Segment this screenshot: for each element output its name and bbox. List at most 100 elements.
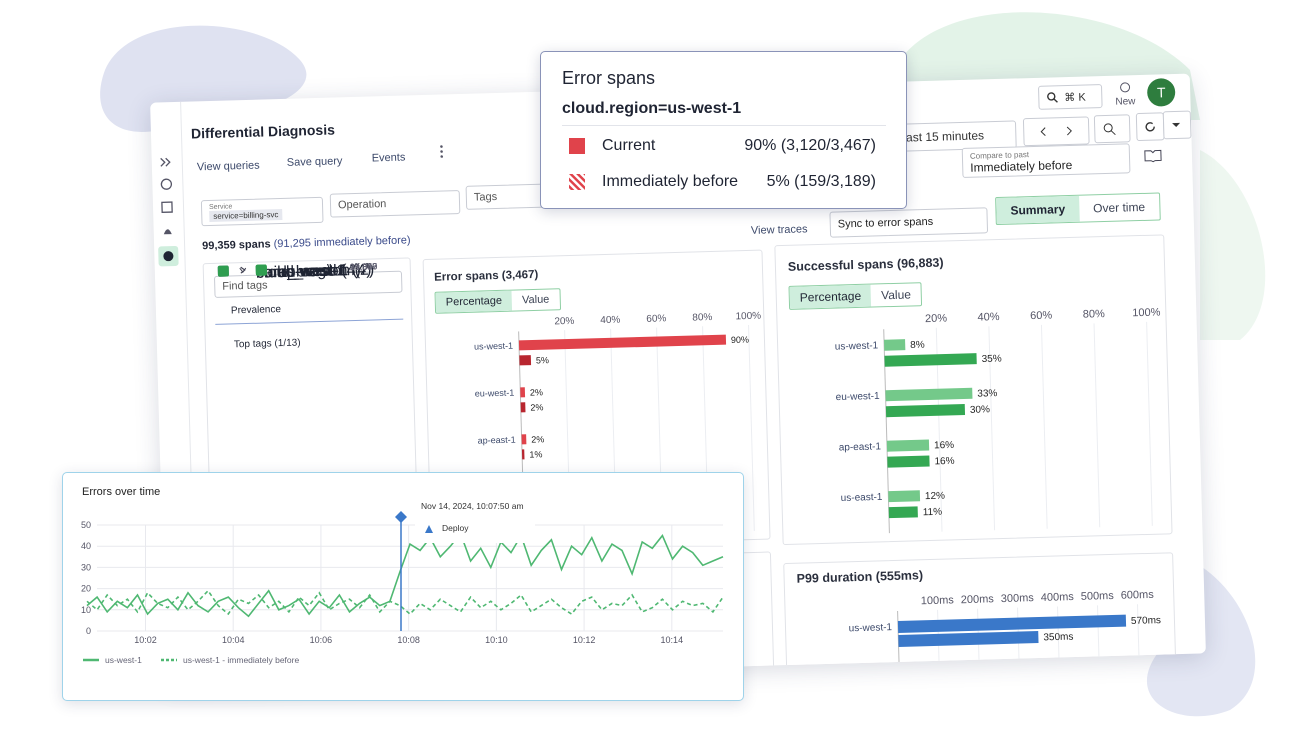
y-tick-label: 50 [81,520,91,530]
bar [897,614,1127,633]
search-button[interactable]: ⌘ K [1037,84,1103,110]
before-swatch [569,174,585,190]
value-label: 11% [923,507,943,519]
x-tick-label: 100% [1132,307,1161,320]
view-queries-label: View queries [196,159,260,174]
compare-select[interactable]: Compare to past Immediately before [961,143,1131,178]
dashboard-icon[interactable] [161,201,173,214]
tooltip-divider [562,125,886,126]
annotation-box [415,499,535,543]
expand-icon[interactable] [160,157,171,167]
bar [884,353,977,367]
operation-filter[interactable]: Operation [329,190,461,218]
x-tick-label: 20% [554,316,574,328]
line-chart: Errors over time 0 10 20 30 40 50 10:02 10:04 10… [81,486,724,665]
new-button[interactable]: New [1110,81,1141,108]
service-filter[interactable]: Service service=billing-svc [200,196,324,227]
category-label: us-east-1 [841,492,883,504]
annotation-label: Deploy [442,523,469,533]
value-label: 33% [977,388,997,400]
series-line [86,589,724,616]
x-tick-label: 40% [977,311,1000,324]
bar [888,490,921,503]
bar [520,402,526,413]
alerts-icon[interactable] [163,229,172,235]
value-label: 8% [910,340,925,351]
deploy-icon [425,525,433,533]
tag-row[interactable]: ap-east-1 21,840 [204,258,410,281]
bar [521,449,525,460]
chart-title: Errors over time [82,486,160,498]
row-name: Immediately before [602,173,739,190]
grid-line [1040,324,1048,529]
compare-value: Immediately before [970,157,1073,175]
value-label: 30% [970,404,990,416]
view-traces[interactable]: View traces [750,223,808,237]
x-tick-label: 10:02 [134,635,157,645]
search-shortcut: ⌘ K [1064,91,1086,104]
save-query-label: Save query [286,155,343,169]
current-swatch [569,138,585,154]
x-tick-label: 300ms [1001,592,1035,605]
y-tick-label: 0 [86,626,91,636]
legend-label: us-west-1 [105,655,142,665]
page-title: Differential Diagnosis [190,121,336,142]
tag-group[interactable]: Top tags (1/13) [233,337,301,351]
view-tabs: Summary Over time [995,192,1161,226]
more-menu[interactable] [439,144,444,163]
x-tick-label: 80% [1083,308,1106,321]
p99-card: P99 duration (555ms) 100ms 200ms 300ms 400m… [783,552,1177,683]
tag-count: 21,840 [349,261,378,273]
search-icon [1047,92,1058,103]
tooltip-title: Error spans [562,68,656,88]
x-tick-label: 10:14 [661,635,684,645]
sort-label: Prevalence [230,304,282,317]
sort-select[interactable]: Prevalence [214,300,404,325]
docs-icon[interactable] [1144,148,1162,163]
save-query[interactable]: Save query [287,155,343,169]
value-label: 35% [981,353,1001,365]
bar-chart: 20% 40% 60% 80% 100% us-west-1 8% 35% eu-west-1 3… [835,307,1161,534]
successful-spans-card: Successful spans (96,883) Percentage Val… [774,234,1173,546]
x-tick-label: 500ms [1081,590,1115,603]
value-label: 16% [934,456,954,468]
tag-row[interactable]: cloud_region (4) 99,359 [204,258,410,282]
bar [898,631,1039,647]
checkbox[interactable] [217,265,229,277]
category-label: us-west-1 [835,340,879,352]
deploy-marker [395,511,407,523]
events[interactable]: Events [372,152,406,165]
refresh-menu[interactable] [1162,110,1192,140]
zoom-button[interactable] [1093,114,1131,144]
value-label: 12% [925,491,945,503]
value-label: 350ms [1043,632,1073,644]
x-tick-label: 10:04 [222,635,245,645]
bar [518,334,727,351]
over-time-tab[interactable]: Over time [1092,199,1146,216]
category-label: eu-west-1 [836,391,881,403]
grid-line [1093,323,1101,528]
services-icon[interactable] [160,178,173,190]
summary-tab[interactable]: Summary [996,195,1080,225]
span-count: 99,359 spans (91,295 immediately before) [202,234,411,252]
category-label: us-west-1 [849,622,893,634]
view-queries[interactable]: View queries [197,160,260,174]
value-label: 1% [529,449,542,459]
value-label: 16% [934,440,954,452]
x-tick-label: 40% [600,315,620,327]
category-label: ap-east-1 [839,441,882,453]
time-nav[interactable] [1022,116,1090,147]
bar [887,455,930,468]
main-panel: Differential Diagnosis ⌘ K New T View qu… [150,73,1206,683]
bar [886,439,930,452]
y-tick-label: 20 [81,584,91,594]
grid-line [748,324,755,531]
x-tick-label: 10:08 [397,635,420,645]
time-range-label: Last 15 minutes [899,128,985,145]
annotation-time: Nov 14, 2024, 10:07:50 am [421,501,524,511]
refresh-button[interactable] [1135,112,1165,142]
sync-select[interactable]: Sync to error spans [829,207,989,238]
tag-label: ap-east-1 [277,262,346,282]
avatar[interactable]: T [1146,78,1176,107]
checkbox[interactable] [255,264,267,276]
